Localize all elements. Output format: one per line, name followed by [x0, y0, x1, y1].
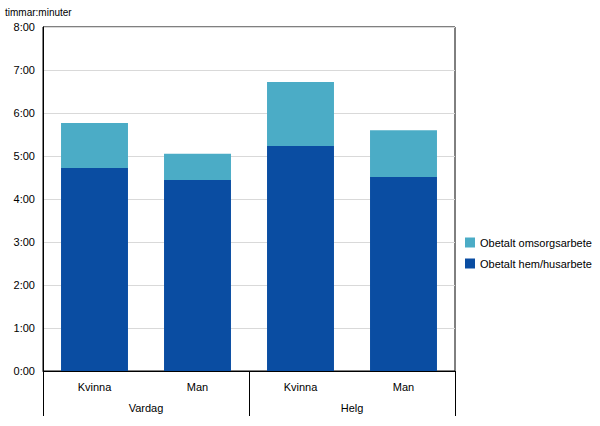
svg-text:Kvinna: Kvinna — [78, 381, 113, 393]
svg-text:Kvinna: Kvinna — [284, 381, 319, 393]
svg-text:4:00: 4:00 — [14, 193, 35, 205]
svg-text:0:00: 0:00 — [14, 365, 35, 377]
svg-text:1:00: 1:00 — [14, 322, 35, 334]
svg-text:3:00: 3:00 — [14, 236, 35, 248]
svg-text:timmar:minuter: timmar:minuter — [5, 7, 72, 18]
svg-text:Obetalt omsorgsarbete: Obetalt omsorgsarbete — [480, 237, 592, 249]
svg-text:7:00: 7:00 — [14, 64, 35, 76]
svg-text:Obetalt hem/husarbete: Obetalt hem/husarbete — [480, 258, 592, 270]
svg-text:5:00: 5:00 — [14, 150, 35, 162]
svg-text:Man: Man — [187, 381, 208, 393]
svg-text:Man: Man — [393, 381, 414, 393]
svg-text:8:00: 8:00 — [14, 21, 35, 33]
svg-text:Helg: Helg — [341, 402, 364, 414]
svg-text:6:00: 6:00 — [14, 107, 35, 119]
svg-text:2:00: 2:00 — [14, 279, 35, 291]
svg-text:Vardag: Vardag — [129, 402, 164, 414]
